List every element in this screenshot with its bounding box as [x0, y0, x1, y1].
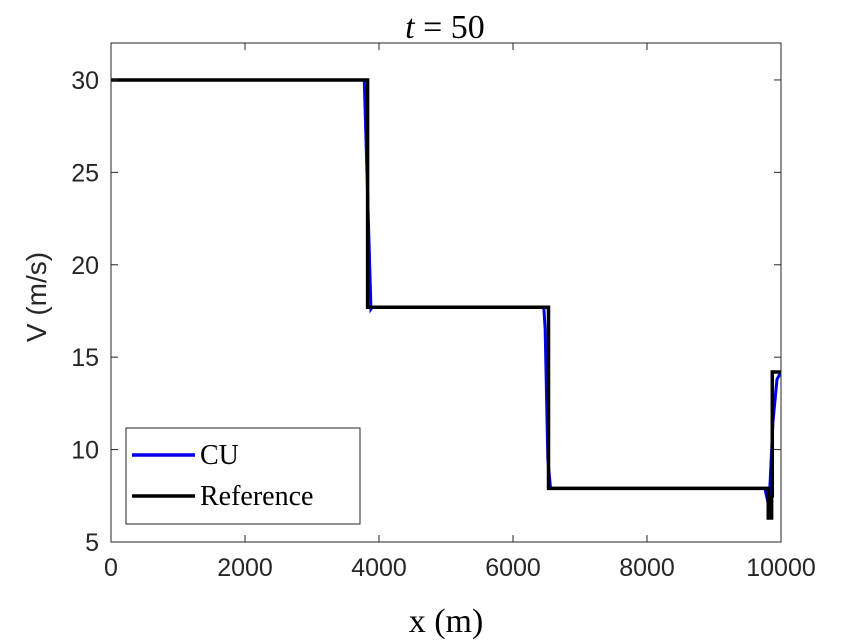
y-tick-label: 20 — [71, 252, 99, 280]
axis-ticks: 0 2000 4000 6000 8000 10000 5 10 15 20 25 30 — [71, 43, 816, 582]
title-equation: = 50 — [415, 9, 485, 46]
axes-box — [110, 42, 782, 543]
x-tick-label: 0 — [104, 554, 118, 582]
legend-label-cu: CU — [200, 440, 239, 471]
y-tick-label: 30 — [71, 67, 99, 95]
x-tick-label: 8000 — [619, 554, 675, 582]
series-lines — [111, 78, 781, 520]
x-tick-label: 10000 — [746, 554, 816, 582]
legend: CU Reference — [125, 427, 361, 525]
y-axis-label: V (m/s) — [21, 252, 52, 342]
x-axis-label: x (m) — [409, 603, 484, 640]
legend-label-reference: Reference — [200, 481, 313, 512]
x-tick-label: 4000 — [351, 554, 407, 582]
series-line-reference — [111, 78, 781, 520]
y-tick-label: 5 — [85, 529, 99, 557]
title-variable: t — [405, 9, 416, 46]
legend-box — [125, 427, 361, 525]
y-tick-label: 15 — [71, 344, 99, 372]
x-tick-label: 6000 — [485, 554, 541, 582]
y-tick-label: 10 — [71, 437, 99, 465]
chart-title: t = 50 — [405, 9, 485, 46]
x-tick-label: 2000 — [217, 554, 273, 582]
y-tick-label: 25 — [71, 159, 99, 187]
